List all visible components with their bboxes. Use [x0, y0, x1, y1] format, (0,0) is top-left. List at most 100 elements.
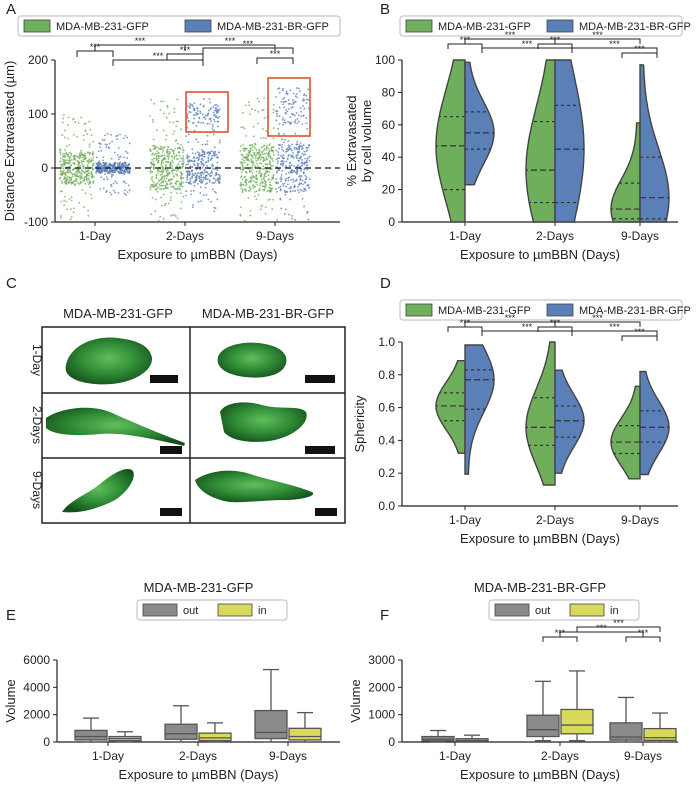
data-point [162, 158, 165, 161]
data-point [298, 146, 301, 149]
data-point [62, 156, 65, 158]
significance-bracket [571, 47, 658, 53]
data-point [164, 138, 167, 141]
data-point [301, 145, 303, 148]
data-point [167, 169, 170, 172]
data-point [282, 154, 285, 157]
data-point [295, 112, 298, 114]
data-point [187, 141, 190, 144]
data-point [289, 190, 292, 193]
data-point [255, 170, 258, 173]
data-point [250, 158, 253, 161]
data-point [285, 172, 287, 175]
data-point [193, 184, 196, 187]
significance-bracket [112, 59, 204, 66]
data-point [88, 178, 91, 181]
data-point [199, 186, 202, 189]
data-point [251, 184, 254, 187]
data-point [177, 162, 180, 165]
y-tick-label: 0 [388, 215, 395, 229]
data-point [196, 151, 199, 154]
data-point [303, 107, 306, 110]
data-point [209, 172, 212, 175]
data-point [105, 146, 108, 148]
data-point [64, 149, 67, 151]
data-point [99, 171, 102, 173]
data-point [280, 100, 283, 103]
data-point [185, 155, 188, 158]
data-point [87, 209, 89, 212]
data-point [168, 121, 171, 124]
data-point [69, 169, 72, 172]
data-point [182, 149, 185, 152]
data-point [91, 167, 94, 170]
data-point [149, 188, 152, 191]
data-point [164, 158, 166, 161]
data-point [105, 176, 108, 179]
data-point [287, 144, 290, 147]
data-point [90, 176, 93, 179]
data-point [307, 88, 310, 91]
data-point [200, 179, 203, 181]
data-point [61, 173, 64, 176]
data-point [281, 138, 284, 141]
data-point [265, 175, 267, 178]
data-point [88, 174, 91, 177]
data-point [294, 190, 297, 192]
data-point [175, 170, 178, 172]
data-point [67, 171, 70, 174]
legend-swatch [142, 603, 178, 617]
data-point [169, 199, 172, 202]
data-point [218, 108, 221, 111]
data-point [178, 187, 181, 190]
data-point [251, 164, 254, 166]
data-point [171, 172, 174, 175]
data-point [264, 159, 267, 161]
data-point [206, 113, 209, 116]
data-point [282, 87, 284, 90]
data-point [203, 151, 206, 154]
data-point [64, 129, 66, 132]
data-point [287, 176, 290, 179]
y-tick-label: 0.2 [378, 466, 395, 480]
data-point [59, 153, 62, 156]
violin-half [525, 59, 556, 223]
data-point [257, 193, 260, 196]
data-point [299, 178, 302, 181]
data-point [122, 165, 124, 168]
data-point [285, 177, 288, 180]
data-point [297, 114, 300, 116]
data-point [77, 161, 80, 163]
data-point [68, 151, 71, 154]
data-point [109, 165, 111, 167]
data-point [200, 121, 203, 124]
data-point [186, 117, 189, 119]
scale-bar [150, 375, 178, 383]
data-point [91, 151, 94, 154]
data-point [83, 172, 86, 174]
data-point [279, 198, 282, 201]
data-point [260, 146, 263, 149]
data-point [100, 165, 102, 168]
legend-label: MDA-MB-231-GFP [438, 21, 531, 33]
data-point [259, 171, 261, 174]
data-point [305, 117, 308, 119]
data-point [246, 164, 249, 166]
data-point [76, 172, 79, 175]
data-point [199, 171, 202, 174]
data-point [78, 201, 81, 204]
data-point [275, 182, 278, 185]
data-point [301, 162, 304, 165]
data-point [191, 176, 193, 179]
data-point [217, 180, 220, 183]
data-point [153, 181, 155, 184]
data-point [298, 148, 301, 151]
data-point [199, 154, 202, 157]
data-point [265, 181, 268, 184]
data-point [211, 150, 213, 152]
data-point [213, 210, 216, 213]
data-point [197, 159, 200, 162]
data-point [297, 151, 300, 154]
data-point [66, 175, 69, 178]
data-point [81, 189, 84, 191]
